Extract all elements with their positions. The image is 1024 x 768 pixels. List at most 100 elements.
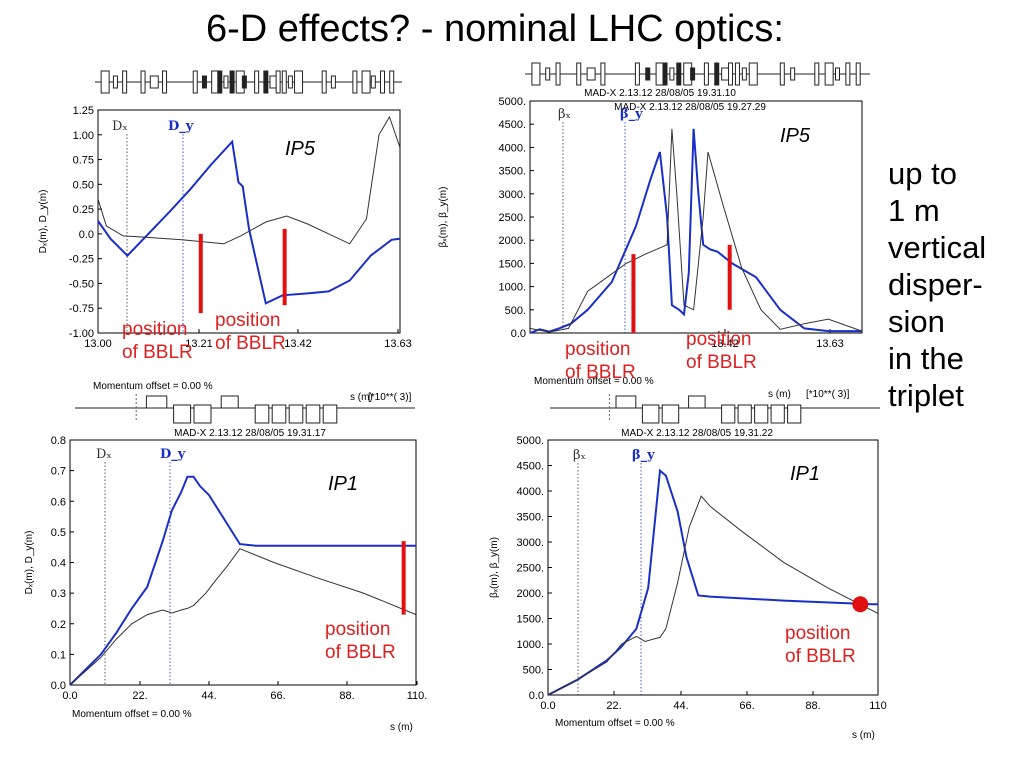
lattice-magnet xyxy=(790,67,796,81)
side-note-line: vertical xyxy=(888,230,987,265)
x-tick-label: 66. xyxy=(270,690,285,702)
y-tick-label: 1500. xyxy=(498,258,526,270)
bblr-annotation: of BBLR xyxy=(325,642,396,663)
series-line-y xyxy=(69,475,416,686)
lattice-magnet xyxy=(737,404,752,424)
y-axis-label: βₓ(m), β_y(m) xyxy=(489,537,500,598)
lattice-magnet xyxy=(361,70,371,94)
x-tick-label: 13.21 xyxy=(185,338,213,350)
lattice-magnet xyxy=(634,62,640,86)
y-tick-label: 5000. xyxy=(498,96,526,108)
lattice-magnet xyxy=(287,75,293,89)
y-tick-label: 0.0 xyxy=(511,328,526,340)
momentum-offset-label: Momentum offset = 0.00 % xyxy=(534,376,654,387)
momentum-offset-label: Momentum offset = 0.00 % xyxy=(555,718,675,729)
side-note-line: 1 m xyxy=(888,193,940,228)
lattice-magnet xyxy=(254,404,270,424)
lattice-magnet xyxy=(721,404,736,424)
y-tick-label: 3500. xyxy=(498,166,526,178)
lattice-magnet xyxy=(140,70,146,94)
x-tick-label: 44. xyxy=(201,690,216,702)
y-tick-label: 0.5 xyxy=(51,527,66,539)
lattice-magnet xyxy=(835,67,840,81)
y-tick-label: 2000. xyxy=(516,588,544,600)
lattice-magnet xyxy=(271,404,287,424)
lattice-magnet xyxy=(352,70,358,94)
lattice-magnet xyxy=(380,70,386,94)
legend-label: β_y xyxy=(632,448,655,463)
plot-frame xyxy=(529,100,863,334)
y-tick-label: 0.4 xyxy=(51,558,66,570)
side-note-line: up to xyxy=(888,156,957,191)
x-tick-label: 88. xyxy=(339,690,354,702)
lattice-magnet xyxy=(615,395,637,409)
momentum-offset-label: Momentum offset = 0.00 % xyxy=(93,381,213,392)
x-tick-label: 88. xyxy=(805,700,820,712)
y-tick-label: 0.8 xyxy=(51,435,66,447)
bblr-annotation: of BBLR xyxy=(785,646,856,667)
lattice-magnet xyxy=(814,62,820,86)
lattice-magnet xyxy=(690,67,696,81)
x-tick-label: 110 xyxy=(869,700,887,712)
lattice-magnet xyxy=(263,70,269,94)
lattice-magnet xyxy=(288,404,304,424)
legend-label: D_y xyxy=(168,119,194,134)
y-tick-label: 0.0 xyxy=(529,690,544,702)
lattice-magnet xyxy=(241,75,247,89)
lattice-magnet xyxy=(193,404,212,424)
y-tick-label: 4000. xyxy=(516,486,544,498)
series-line-x xyxy=(529,128,863,333)
lattice-magnet xyxy=(294,70,304,94)
lattice-magnet xyxy=(714,62,720,86)
madx-header: MAD-X 2.13.12 28/08/05 19.31.17 xyxy=(174,428,326,439)
lattice-magnet xyxy=(217,70,223,94)
plot-frame xyxy=(97,109,401,334)
side-note-line: triplet xyxy=(888,378,964,413)
lattice-magnet xyxy=(600,62,606,86)
x-tick-label: 13.00 xyxy=(84,338,112,350)
y-tick-label: 0.1 xyxy=(51,649,66,661)
y-tick-label: 0.25 xyxy=(73,204,94,216)
lattice-magnet xyxy=(112,75,118,89)
madx-header: MAD-X 2.13.12 28/08/05 19.31.10 xyxy=(584,88,736,99)
bblr-annotation: of BBLR xyxy=(215,333,286,354)
series-line-x xyxy=(547,495,879,696)
legend-label: Dₓ xyxy=(112,119,128,134)
lattice-magnet xyxy=(845,62,851,86)
lattice-magnet xyxy=(322,404,338,424)
ip-label: IP5 xyxy=(285,138,316,160)
y-tick-label: 0.2 xyxy=(51,619,66,631)
y-tick-label: 2500. xyxy=(516,563,544,575)
x-tick-label: 22. xyxy=(132,690,147,702)
lattice-magnet xyxy=(162,70,168,94)
lattice-magnet xyxy=(748,62,758,86)
x-axis-label: s (m) xyxy=(768,389,791,400)
lattice-magnet xyxy=(855,62,861,86)
y-tick-label: 3000. xyxy=(498,189,526,201)
y-tick-label: 4000. xyxy=(498,142,526,154)
lattice-magnet xyxy=(275,70,281,94)
ip-label: IP1 xyxy=(328,473,358,495)
y-tick-label: 3500. xyxy=(516,512,544,524)
y-tick-label: 0.7 xyxy=(51,466,66,478)
series-line-y xyxy=(529,128,862,334)
y-tick-label: 1.00 xyxy=(73,130,94,142)
x-tick-label: 110. xyxy=(407,690,428,702)
lattice-magnet xyxy=(703,62,709,86)
bblr-annotation: of BBLR xyxy=(122,342,193,363)
lattice-magnet xyxy=(669,67,675,81)
y-tick-label: 500. xyxy=(505,305,526,317)
y-tick-label: 4500. xyxy=(516,461,544,473)
y-tick-label: 3000. xyxy=(516,537,544,549)
y-tick-label: 0.50 xyxy=(73,179,94,191)
x-axis-label: s (m) xyxy=(350,392,373,403)
legend-label: Dₓ xyxy=(96,447,112,462)
series-line-x xyxy=(69,548,417,686)
y-tick-label: -1.00 xyxy=(69,328,94,340)
legend-label: D_y xyxy=(160,447,186,462)
lattice-magnet xyxy=(688,395,706,409)
legend-label: β_y xyxy=(620,107,643,122)
chart-panel-3: MAD-X 2.13.12 28/08/05 19.31.22 0.0 500. 10… xyxy=(489,394,887,741)
lattice-magnet xyxy=(201,75,207,89)
